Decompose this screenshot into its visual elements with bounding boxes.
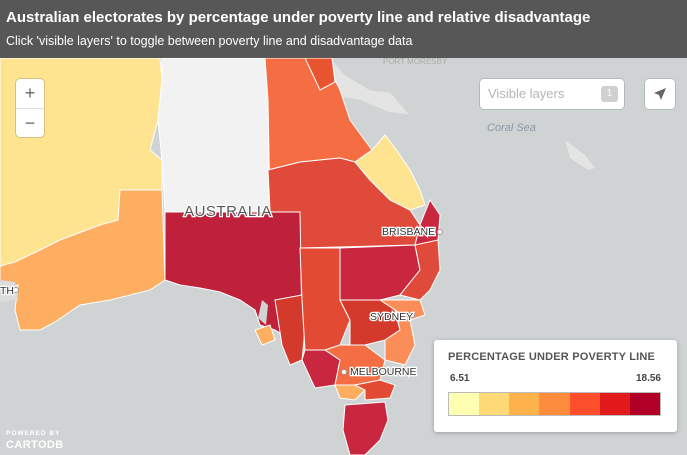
legend-swatch	[629, 393, 660, 415]
spencer-gulf	[258, 300, 268, 325]
zoom-control: + −	[16, 79, 44, 137]
layer-count-badge: 1	[601, 86, 618, 102]
visible-layers-dropdown[interactable]: Visible layers 1	[480, 79, 624, 109]
legend-swatch	[599, 393, 630, 415]
electorate-melbourne[interactable]	[334, 384, 366, 401]
legend-panel: PERCENTAGE UNDER POVERTY LINE 6.51 18.56	[434, 340, 677, 432]
share-button[interactable]	[645, 79, 675, 109]
cartodb-branding[interactable]: POWERED BY CARTODB	[6, 430, 64, 451]
port-moresby-label: PORT MORESBY	[383, 57, 448, 66]
melbourne-marker	[341, 369, 347, 375]
brisbane-marker	[437, 229, 443, 235]
legend-color-ramp	[448, 392, 661, 416]
paper-plane-icon	[654, 88, 666, 100]
perth-marker	[13, 287, 19, 293]
legend-title: PERCENTAGE UNDER POVERTY LINE	[448, 351, 656, 363]
electorate-gilmore[interactable]	[384, 308, 416, 366]
sydney-label: SYDNEY	[370, 311, 413, 323]
country-label: AUSTRALIA	[184, 203, 272, 220]
legend-min-value: 6.51	[450, 373, 470, 384]
electorate-lingiari[interactable]	[157, 57, 271, 213]
electorate-gippsland[interactable]	[353, 379, 396, 401]
map-title: Australian electorates by percentage und…	[6, 9, 591, 26]
electorate-cape-york[interactable]	[304, 57, 336, 91]
visible-layers-label: Visible layers	[488, 86, 565, 101]
coral-sea-label: Coral Sea	[487, 122, 536, 134]
legend-swatch	[509, 393, 540, 415]
cartodb-logo-text: CARTODB	[6, 438, 64, 451]
perth-area	[0, 280, 18, 302]
new-caledonia	[565, 140, 595, 170]
perth-label: TH	[0, 285, 14, 297]
map-subtitle: Click 'visible layers' to toggle between…	[6, 34, 413, 48]
sydney-marker	[409, 312, 415, 318]
legend-swatch	[449, 393, 480, 415]
zoom-in-button[interactable]: +	[16, 79, 44, 109]
legend-swatch	[569, 393, 600, 415]
melbourne-label: MELBOURNE	[350, 366, 417, 378]
electorate-tasmania[interactable]	[342, 401, 389, 455]
title-bar: Australian electorates by percentage und…	[0, 0, 687, 58]
zoom-out-button[interactable]: −	[24, 113, 36, 133]
brisbane-label: BRISBANE	[382, 226, 435, 238]
legend-range: 6.51 18.56	[448, 373, 661, 387]
legend-max-value: 18.56	[635, 373, 661, 384]
legend-swatch	[539, 393, 570, 415]
legend-swatch	[479, 393, 510, 415]
electorate-makin[interactable]	[254, 324, 276, 346]
electorate-cowper[interactable]	[399, 239, 441, 301]
powered-by-text: POWERED BY	[6, 430, 61, 437]
electorate-dawson[interactable]	[354, 134, 426, 211]
electorate-ohara[interactable]	[0, 189, 166, 331]
